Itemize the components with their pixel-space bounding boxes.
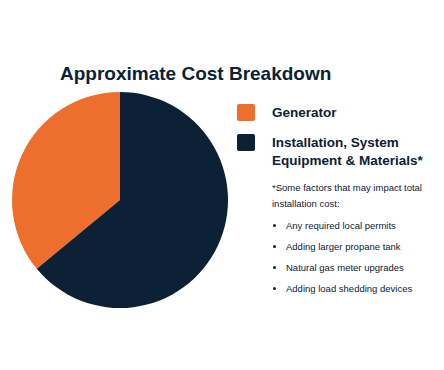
legend-label: Generator <box>272 104 432 122</box>
pie <box>12 92 228 308</box>
legend-item: Generator <box>237 104 432 122</box>
note-heading: *Some factors that may impact total inst… <box>272 180 437 212</box>
note: *Some factors that may impact total inst… <box>272 180 437 302</box>
note-item: Any required local permits <box>286 218 437 234</box>
note-item: Adding larger propane tank <box>286 239 437 255</box>
note-item: Natural gas meter upgrades <box>286 260 437 276</box>
legend-swatch <box>237 104 255 121</box>
title: Approximate Cost Breakdown <box>60 63 331 84</box>
legend-label: Installation, System Equipment & Materia… <box>272 134 432 170</box>
slice <box>37 92 228 308</box>
legend-swatch <box>237 134 255 151</box>
note-list: Any required local permits Adding larger … <box>272 218 437 297</box>
note-item: Adding load shedding devices <box>286 281 437 297</box>
legend-item: Installation, System Equipment & Materia… <box>237 134 432 170</box>
